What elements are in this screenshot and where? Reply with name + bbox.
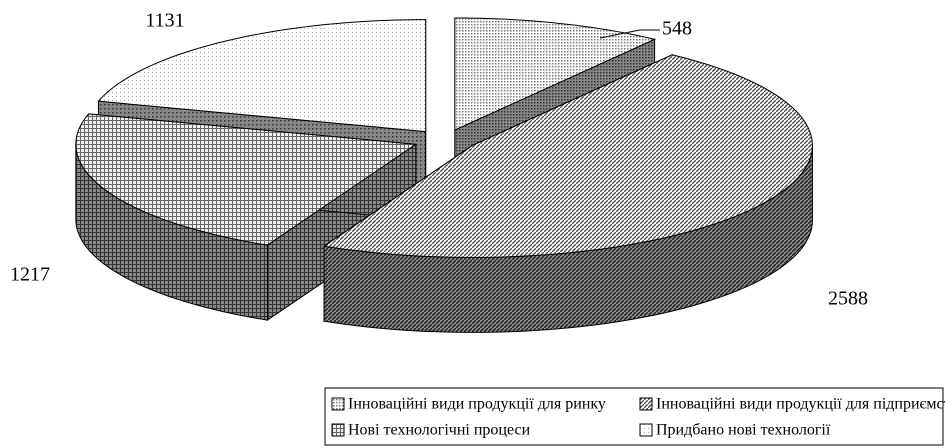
legend-label: Інноваційні види продукції для підприємс… [656,396,945,413]
slice-top [322,54,813,258]
slice [322,54,813,333]
legend-label: Нові технологічні процеси [348,422,531,439]
slice-top [97,19,427,133]
legend-box [324,387,944,446]
value-label: 548 [662,18,692,40]
value-label: 2588 [828,288,868,310]
slice-top [75,113,418,246]
legend-label: Придбано нові технології [656,422,831,439]
value-label: 1131 [145,10,184,32]
legend-swatch [639,423,653,437]
legend-swatch [331,423,345,437]
legend-swatch [331,397,345,411]
leader-line [599,29,660,39]
value-label: 1217 [10,264,50,286]
slice-top [454,17,657,131]
legend-swatch [639,397,653,411]
slice [75,113,418,322]
legend-label: Інноваційні види продукції для ринку [348,396,606,413]
